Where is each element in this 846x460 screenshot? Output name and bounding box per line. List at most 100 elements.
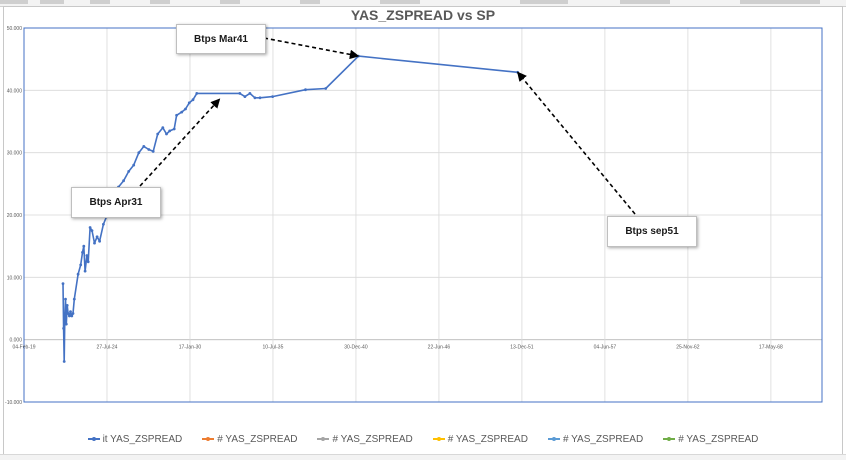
x-tick-label: 04-Feb-19 <box>12 345 35 351</box>
data-point <box>142 145 146 148</box>
data-point <box>90 229 94 233</box>
data-point <box>175 113 179 117</box>
legend-item[interactable]: # YAS_ZSPREAD <box>663 432 758 446</box>
data-point <box>85 254 89 257</box>
y-tick-label: 0.000 <box>9 338 22 344</box>
callout-btps-apr31[interactable]: Btps Apr31 <box>71 187 161 218</box>
x-tick-label: 04-Jun-57 <box>594 345 617 351</box>
chart-area[interactable] <box>3 6 843 456</box>
annotation-arrows <box>139 37 636 215</box>
legend-item[interactable]: # YAS_ZSPREAD <box>432 432 528 446</box>
legend-swatch <box>663 436 676 441</box>
data-point <box>357 54 360 58</box>
x-tick-label: 27-Jul-24 <box>97 345 118 351</box>
data-point <box>253 96 257 100</box>
x-tick-label: 10-Jul-35 <box>263 345 284 351</box>
data-point <box>132 163 136 167</box>
data-point <box>88 226 92 229</box>
legend-label: # YAS_ZSPREAD <box>447 433 528 445</box>
annotation-arrow <box>517 71 636 215</box>
legend-swatch <box>547 436 560 441</box>
data-point <box>248 92 252 95</box>
y-tick-label: 30.000 <box>7 151 23 157</box>
callout-btps-mar41[interactable]: Btps Mar41 <box>176 24 266 54</box>
x-tick-label: 30-Dec-40 <box>344 345 368 351</box>
data-point <box>63 316 67 320</box>
data-point <box>61 282 65 285</box>
data-point <box>184 107 187 111</box>
chart-legend: it YAS_ZSPREAD # YAS_ZSPREAD # YAS_ZSPRE… <box>0 432 846 446</box>
data-point <box>156 132 160 136</box>
annotation-arrow <box>139 98 221 187</box>
data-point <box>271 95 274 98</box>
data-point <box>102 222 105 226</box>
chart-title: YAS_ZSPREAD vs SP <box>350 7 496 23</box>
data-point <box>324 87 328 90</box>
data-point <box>83 269 87 273</box>
data-point <box>86 260 90 264</box>
x-tick-label: 17-May-68 <box>759 345 783 351</box>
data-point <box>168 129 172 133</box>
legend-swatch <box>202 436 215 441</box>
data-point <box>122 179 125 183</box>
x-tick-label: 13-Dec-51 <box>510 345 534 351</box>
callout-label: Btps Mar41 <box>194 33 248 45</box>
data-point <box>95 235 99 239</box>
data-point <box>98 239 101 243</box>
data-point <box>191 98 195 102</box>
legend-swatch <box>87 436 100 441</box>
data-point <box>79 263 83 267</box>
x-tick-label: 22-Jun-46 <box>428 345 451 351</box>
data-point <box>161 126 165 130</box>
data-point <box>82 244 86 248</box>
data-point <box>238 92 242 95</box>
y-tick-label: 40.000 <box>7 88 23 94</box>
x-tick-label: 17-Jan-30 <box>179 345 202 351</box>
y-tick-label: -10.000 <box>5 400 22 406</box>
plot-area-border <box>23 27 823 403</box>
annotation-arrow <box>263 37 360 60</box>
data-point <box>137 151 141 155</box>
callout-label: Btps sep51 <box>625 226 679 237</box>
data-point <box>69 310 72 313</box>
data-point <box>81 251 84 254</box>
legend-item[interactable]: it YAS_ZSPREAD <box>87 432 183 446</box>
data-point <box>151 150 155 153</box>
data-point <box>147 148 151 151</box>
spreadsheet-bottom-strip <box>0 454 846 460</box>
legend-label: # YAS_ZSPREAD <box>678 433 759 445</box>
data-point <box>180 110 184 114</box>
legend-label: # YAS_ZSPREAD <box>562 433 644 445</box>
x-tick-label: 25-Nov-62 <box>676 345 700 351</box>
callout-btps-sep51[interactable]: Btps sep51 <box>607 216 697 247</box>
data-point <box>258 96 262 100</box>
data-point <box>187 101 191 105</box>
data-point <box>304 88 307 92</box>
legend-item[interactable]: # YAS_ZSPREAD <box>317 432 413 446</box>
data-point <box>62 327 65 330</box>
data-point <box>71 312 75 315</box>
data-point <box>93 241 96 245</box>
legend-label: it YAS_ZSPREAD <box>102 433 183 445</box>
data-point <box>70 314 74 318</box>
x-tick-labels: 04-Feb-19 27-Jul-24 17-Jan-30 10-Jul-35 30-D… <box>12 345 783 351</box>
legend-label: # YAS_ZSPREAD <box>217 433 298 445</box>
data-point <box>68 314 71 318</box>
y-tick-labels: -10.000 0.000 10.000 20.000 30.000 40.000 50.0… <box>5 26 22 406</box>
legend-label: # YAS_ZSPREAD <box>332 433 413 445</box>
data-point <box>64 297 67 301</box>
y-tick-label: 10.000 <box>7 275 23 281</box>
y-tick-label: 50.000 <box>7 26 23 32</box>
data-point <box>243 95 247 98</box>
data-point <box>127 170 131 173</box>
legend-item[interactable]: # YAS_ZSPREAD <box>202 432 297 446</box>
data-point <box>172 127 176 131</box>
legend-swatch <box>317 436 330 441</box>
data-point <box>66 312 70 315</box>
data-point <box>165 132 168 136</box>
legend-item[interactable]: # YAS_ZSPREAD <box>547 432 644 446</box>
legend-swatch <box>432 436 445 441</box>
data-point <box>76 272 80 276</box>
data-point <box>72 297 76 301</box>
